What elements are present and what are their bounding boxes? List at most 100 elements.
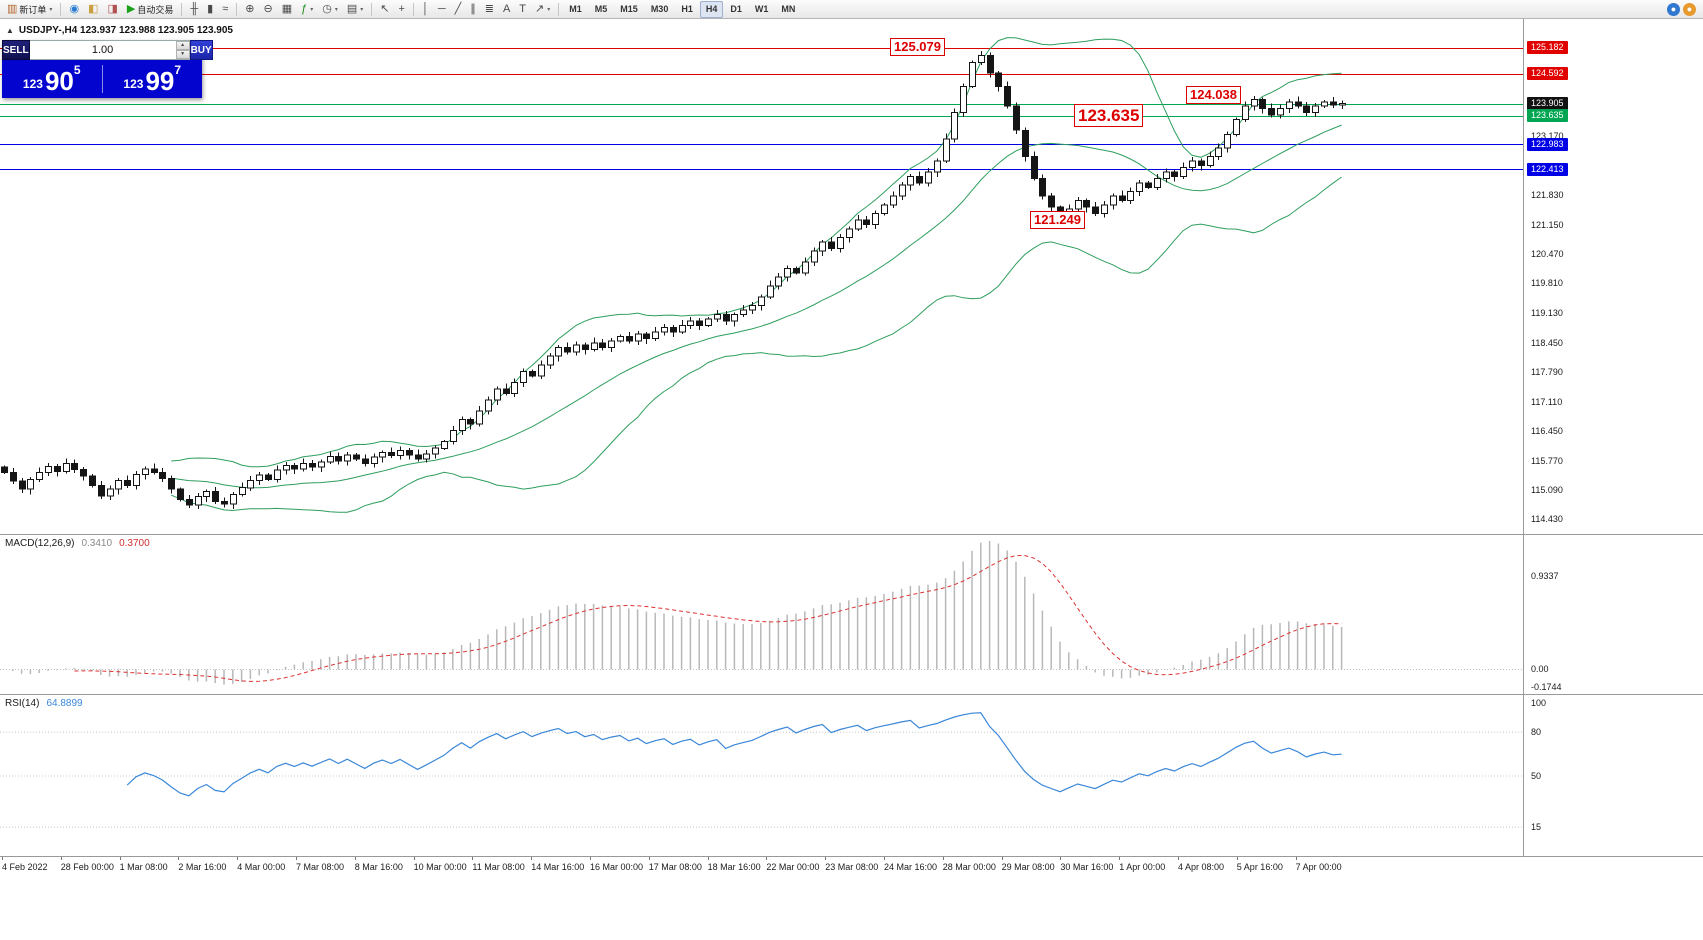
price-tag: 122.983 [1527, 137, 1568, 151]
refresh-button[interactable]: ◉ [65, 1, 83, 18]
volume-stepper: ▲ ▼ [29, 40, 190, 60]
templates-button[interactable]: ▤ ▾ [343, 1, 367, 18]
time-label: 28 Mar 00:00 [942, 862, 996, 872]
price-tick: 117.110 [1531, 396, 1563, 407]
time-label: 29 Mar 08:00 [1001, 862, 1055, 872]
time-tick [707, 857, 709, 860]
fibonacci-button[interactable]: ≣ [481, 1, 498, 18]
time-label: 28 Feb 00:00 [60, 862, 114, 872]
zoom-in-icon: ⊕ [245, 2, 255, 15]
timeframe-m15-button[interactable]: M15 [620, 4, 638, 14]
crosshair-button[interactable]: + [395, 1, 409, 18]
timeframe-mn-button[interactable]: MN [781, 4, 796, 14]
trendline-button[interactable]: ╱ [451, 1, 466, 18]
time-tick [1178, 857, 1179, 860]
channel-button[interactable]: ∥ [466, 1, 480, 18]
line-chart-icon: ≈ [222, 2, 229, 15]
autotrading-button[interactable]: ▶ 自动交易 [123, 1, 177, 18]
zoom-in-button[interactable]: ⊕ [241, 1, 258, 18]
volume-input[interactable] [29, 41, 176, 59]
caret-down-icon: ▾ [547, 6, 551, 13]
indicators-button[interactable]: ƒ ▾ [297, 1, 317, 18]
timeframe-m5-button[interactable]: M5 [594, 4, 608, 14]
navigator-button[interactable]: ◨ [103, 1, 121, 18]
new-order-button[interactable]: ▥ 新订单 ▾ [3, 1, 56, 18]
time-label: 30 Mar 16:00 [1060, 862, 1114, 872]
tile-windows-button[interactable]: ▦ [278, 1, 296, 18]
macd-axis-label: 0.9337 [1531, 570, 1559, 581]
line-chart-button[interactable]: ≈ [218, 1, 232, 18]
price-tick: 120.470 [1531, 249, 1564, 260]
timeframe-w1-button[interactable]: W1 [754, 4, 769, 14]
toolbar-buttons: ▥ 新订单 ▾ ◉ ◧ ◨ ▶ 自动交易 ╫ ▮ ≈ ⊕ ⊖ ▦ ƒ ▾ ◷ ▾ ▤ ▾ ↖ + │ ─ ╱ ∥ ≣ A T ↗ ▾ M1 M5… [3, 0, 801, 18]
time-axis[interactable]: 4 Feb 2022 28 Feb 00:00 1 Mar 08:00 2 Mar 1… [0, 856, 1703, 878]
label-button[interactable]: T [515, 1, 530, 18]
time-label: 1 Mar 08:00 [119, 862, 168, 872]
volume-spinners: ▲ ▼ [175, 41, 190, 59]
volume-decrease-button[interactable]: ▼ [175, 50, 190, 59]
new-order-button-label: 新订单 [19, 4, 47, 15]
rsi-value: 64.8899 [46, 698, 83, 709]
new-order-icon: ▥ [7, 2, 18, 15]
bid-ask-display: 123 90 5 123 99 7 [2, 60, 202, 98]
text-icon: A [502, 2, 511, 15]
price-axis[interactable]: 123.170 121.830 121.150 120.470 119.810 119.1… [1524, 19, 1702, 534]
community-icon[interactable]: ● [1667, 2, 1680, 16]
horizontal-line-button[interactable]: ─ [434, 1, 450, 18]
sell-button[interactable]: SELL [2, 40, 30, 60]
zoom-out-button[interactable]: ⊖ [259, 1, 276, 18]
ask-price[interactable]: 123 99 7 [103, 60, 203, 98]
time-tick [237, 857, 239, 860]
timeframe-d1-button[interactable]: D1 [730, 4, 742, 14]
bar-chart-icon: ╫ [190, 2, 199, 15]
periods-button[interactable]: ◷ ▾ [318, 1, 342, 18]
time-tick [1236, 857, 1238, 860]
cursor-button[interactable]: ↖ [376, 1, 393, 18]
timeframe-h1-button[interactable]: H1 [681, 4, 693, 14]
time-tick [942, 857, 944, 860]
chart-canvas[interactable]: ▲ USDJPY-,H4 123.937 123.988 123.905 123… [0, 19, 1523, 534]
symbol-info: ▲ USDJPY-,H4 123.937 123.988 123.905 123… [6, 25, 233, 36]
macd-panel[interactable]: MACD(12,26,9) 0.3410 0.3700 0.9337 0.00 -0… [0, 534, 1703, 694]
timeframe-m1-button[interactable]: M1 [569, 4, 582, 14]
rsi-panel[interactable]: RSI(14) 64.8899 100 80 50 15 [0, 694, 1703, 856]
time-label: 16 Mar 00:00 [590, 862, 644, 872]
vertical-line-button[interactable]: │ [418, 1, 433, 18]
bid-price[interactable]: 123 90 5 [2, 60, 102, 98]
ask-point: 7 [174, 63, 182, 77]
crosshair-icon: + [398, 2, 405, 15]
timeframe-m30-button[interactable]: M30 [650, 4, 669, 14]
market-watch-button[interactable]: ◧ [84, 1, 102, 18]
candlestick-chart-button[interactable]: ▮ [203, 1, 217, 18]
notifications-icon[interactable]: ● [1683, 2, 1696, 16]
time-tick [766, 857, 768, 860]
trend-up-icon: ▲ [6, 26, 14, 35]
bar-chart-button[interactable]: ╫ [186, 1, 202, 18]
time-label: 11 Mar 08:00 [472, 862, 525, 872]
label-icon: T [519, 2, 527, 15]
price-tag: 123.635 [1527, 109, 1568, 123]
time-tick [1001, 857, 1003, 860]
time-tick [825, 857, 827, 860]
timeframe-h4-button[interactable]: H4 [699, 0, 724, 18]
axis-border [1523, 19, 1524, 856]
arrows-button[interactable]: ↗ ▾ [531, 1, 554, 18]
macd-signal-value: 0.3700 [119, 538, 150, 549]
cursor-icon: ↖ [380, 2, 390, 15]
toolbar-separator [412, 2, 414, 16]
fibonacci-icon: ≣ [484, 2, 494, 15]
text-button[interactable]: A [499, 1, 514, 18]
price-tick: 117.790 [1531, 366, 1563, 377]
toolbar-right-icons: ● ● [1667, 2, 1700, 16]
price-tick: 123.170 [1531, 130, 1564, 141]
price-tick: 114.430 [1531, 514, 1563, 525]
rsi-axis: 100 80 50 15 [1524, 695, 1702, 856]
time-label: 4 Apr 08:00 [1178, 862, 1225, 872]
bid-ask-divider [101, 65, 103, 93]
volume-increase-button[interactable]: ▲ [175, 41, 190, 50]
buy-button[interactable]: BUY [189, 40, 213, 60]
caret-down-icon: ▾ [334, 6, 338, 13]
time-label: 7 Mar 08:00 [296, 862, 345, 872]
time-label: 4 Feb 2022 [2, 862, 48, 872]
